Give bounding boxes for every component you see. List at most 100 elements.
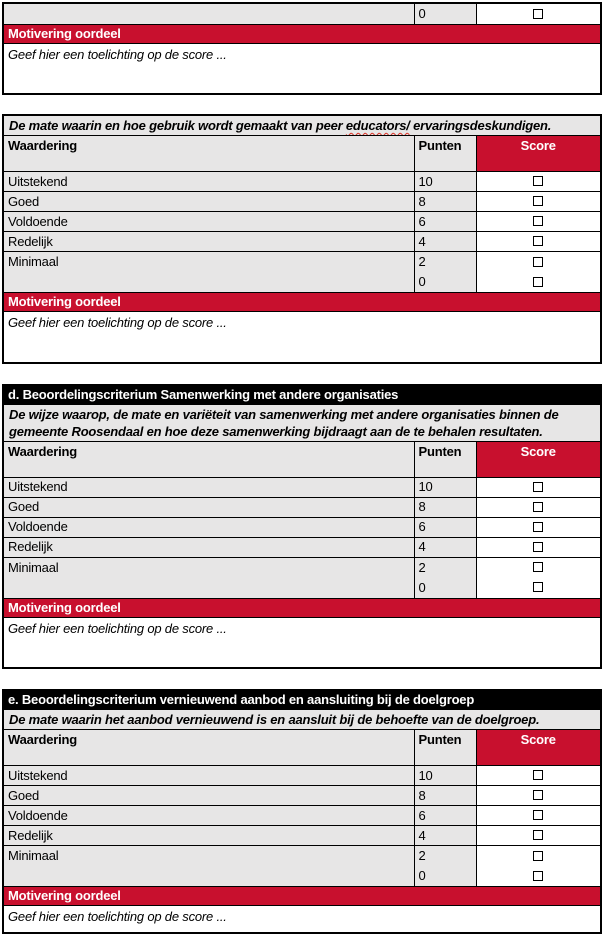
toelichting-row: Geef hier een toelichting op de score ..…	[2, 42, 602, 95]
toelichting-row: Geef hier een toelichting op de score ..…	[2, 616, 602, 669]
criterion-description: De mate waarin het aanbod vernieuwend is…	[2, 709, 602, 730]
toelichting-field[interactable]: Geef hier een toelichting op de score ..…	[2, 616, 602, 669]
rating-label: Voldoende	[2, 211, 415, 232]
checkbox-icon[interactable]	[533, 176, 544, 187]
criterion-heading: e. Beoordelingscriterium vernieuwend aan…	[2, 689, 602, 710]
score-cell	[475, 845, 602, 887]
score-header: Score	[475, 440, 602, 478]
description-text: De mate waarin en hoe gebruik wordt gema…	[9, 118, 346, 133]
checkbox-icon[interactable]	[533, 481, 544, 492]
punten-header: Punten	[413, 135, 477, 172]
checkbox-icon[interactable]	[533, 541, 544, 552]
rating-row-voldoende: Voldoende 6	[2, 516, 602, 538]
score-option	[481, 272, 597, 292]
checkbox-icon[interactable]	[533, 562, 544, 573]
rating-points: 2 0	[413, 556, 477, 599]
checkbox-icon[interactable]	[533, 196, 544, 207]
checkbox-icon[interactable]	[533, 8, 544, 19]
motivering-label: Motivering oordeel	[2, 23, 602, 44]
motivering-label: Motivering oordeel	[2, 886, 602, 906]
spacer	[2, 364, 602, 384]
rating-label-empty	[2, 2, 415, 25]
score-cell	[475, 251, 602, 293]
rating-points: 6	[413, 211, 477, 232]
score-table-peer-educators: De mate waarin en hoe gebruik wordt gema…	[2, 114, 602, 364]
toelichting-field[interactable]: Geef hier een toelichting op de score ..…	[2, 42, 602, 95]
checkbox-icon[interactable]	[533, 790, 544, 801]
checkbox-icon[interactable]	[533, 276, 544, 287]
rating-points: 2 0	[413, 845, 477, 887]
checkbox-icon[interactable]	[533, 850, 544, 861]
checkbox-icon[interactable]	[533, 830, 544, 841]
rating-points-line: 2	[418, 848, 426, 863]
rating-points: 8	[413, 496, 477, 518]
checkbox-icon[interactable]	[533, 770, 544, 781]
spellcheck-flagged-word: educators/	[345, 118, 410, 133]
checkbox-icon[interactable]	[533, 501, 544, 512]
score-cell	[475, 536, 602, 558]
rating-row-goed: Goed 8	[2, 785, 602, 806]
score-cell	[475, 516, 602, 538]
criterion-heading: d. Beoordelingscriterium Samenwerking me…	[2, 384, 602, 405]
score-cell	[475, 231, 602, 252]
score-cell	[475, 805, 602, 826]
checkbox-icon[interactable]	[533, 870, 544, 881]
column-header-row: Waardering Punten Score	[2, 135, 602, 172]
rating-points: 0	[413, 2, 477, 25]
motivering-header-row: Motivering oordeel	[2, 292, 602, 312]
score-table-criterion-d: d. Beoordelingscriterium Samenwerking me…	[2, 383, 602, 669]
checkbox-icon[interactable]	[533, 216, 544, 227]
rating-row-goed: Goed 8	[2, 496, 602, 518]
spacer	[2, 669, 602, 689]
rating-row-redelijk: Redelijk 4	[2, 231, 602, 252]
toelichting-field[interactable]: Geef hier een toelichting op de score ..…	[2, 905, 602, 933]
rating-row-redelijk: Redelijk 4	[2, 536, 602, 558]
criterion-heading-row: e. Beoordelingscriterium vernieuwend aan…	[2, 689, 602, 710]
score-option	[481, 558, 597, 578]
score-header: Score	[475, 729, 602, 766]
checkbox-icon[interactable]	[533, 521, 544, 532]
rating-row-uitstekend: Uitstekend 10	[2, 171, 602, 192]
rating-label: Goed	[2, 191, 415, 212]
description-text: ervaringsdeskundigen.	[409, 118, 552, 133]
checkbox-icon[interactable]	[533, 236, 544, 247]
rating-points: 4	[413, 231, 477, 252]
rating-points-line: 2	[418, 254, 426, 269]
rating-row: 0	[2, 2, 602, 25]
score-option	[481, 253, 597, 273]
score-cell	[475, 191, 602, 212]
toelichting-field[interactable]: Geef hier een toelichting op de score ..…	[2, 311, 602, 363]
rating-points: 4	[413, 825, 477, 846]
waardering-header: Waardering	[2, 729, 415, 766]
waardering-header: Waardering	[2, 440, 415, 478]
rating-points: 8	[413, 191, 477, 212]
rating-label: Minimaal	[2, 845, 415, 887]
score-table-criterion-e: e. Beoordelingscriterium vernieuwend aan…	[2, 689, 602, 934]
score-cell	[475, 556, 602, 599]
toelichting-row: Geef hier een toelichting op de score ..…	[2, 311, 602, 363]
score-cell	[475, 825, 602, 846]
rating-row-goed: Goed 8	[2, 191, 602, 212]
rating-label: Voldoende	[2, 516, 415, 538]
motivering-header-row: Motivering oordeel	[2, 886, 602, 906]
criterion-heading-row: d. Beoordelingscriterium Samenwerking me…	[2, 384, 602, 405]
rating-label: Goed	[2, 785, 415, 806]
checkbox-icon[interactable]	[533, 810, 544, 821]
criterion-description-row: De wijze waarop, de mate en variëteit va…	[2, 403, 602, 442]
rating-points: 6	[413, 516, 477, 538]
checkbox-icon[interactable]	[533, 582, 544, 593]
rating-label: Uitstekend	[2, 171, 415, 192]
motivering-header-row: Motivering oordeel	[2, 23, 602, 44]
checkbox-icon[interactable]	[533, 256, 544, 267]
rating-row-minimaal: Minimaal 2 0	[2, 556, 602, 599]
criterion-description: De mate waarin en hoe gebruik wordt gema…	[2, 114, 602, 136]
rating-label: Redelijk	[2, 231, 415, 252]
rating-label: Uitstekend	[2, 476, 415, 498]
rating-points: 10	[413, 765, 477, 786]
rating-points: 6	[413, 805, 477, 826]
rating-points-line: 0	[418, 274, 426, 289]
criterion-description-row: De mate waarin en hoe gebruik wordt gema…	[2, 114, 602, 136]
score-cell	[475, 496, 602, 518]
rating-label: Voldoende	[2, 805, 415, 826]
rating-label: Redelijk	[2, 825, 415, 846]
